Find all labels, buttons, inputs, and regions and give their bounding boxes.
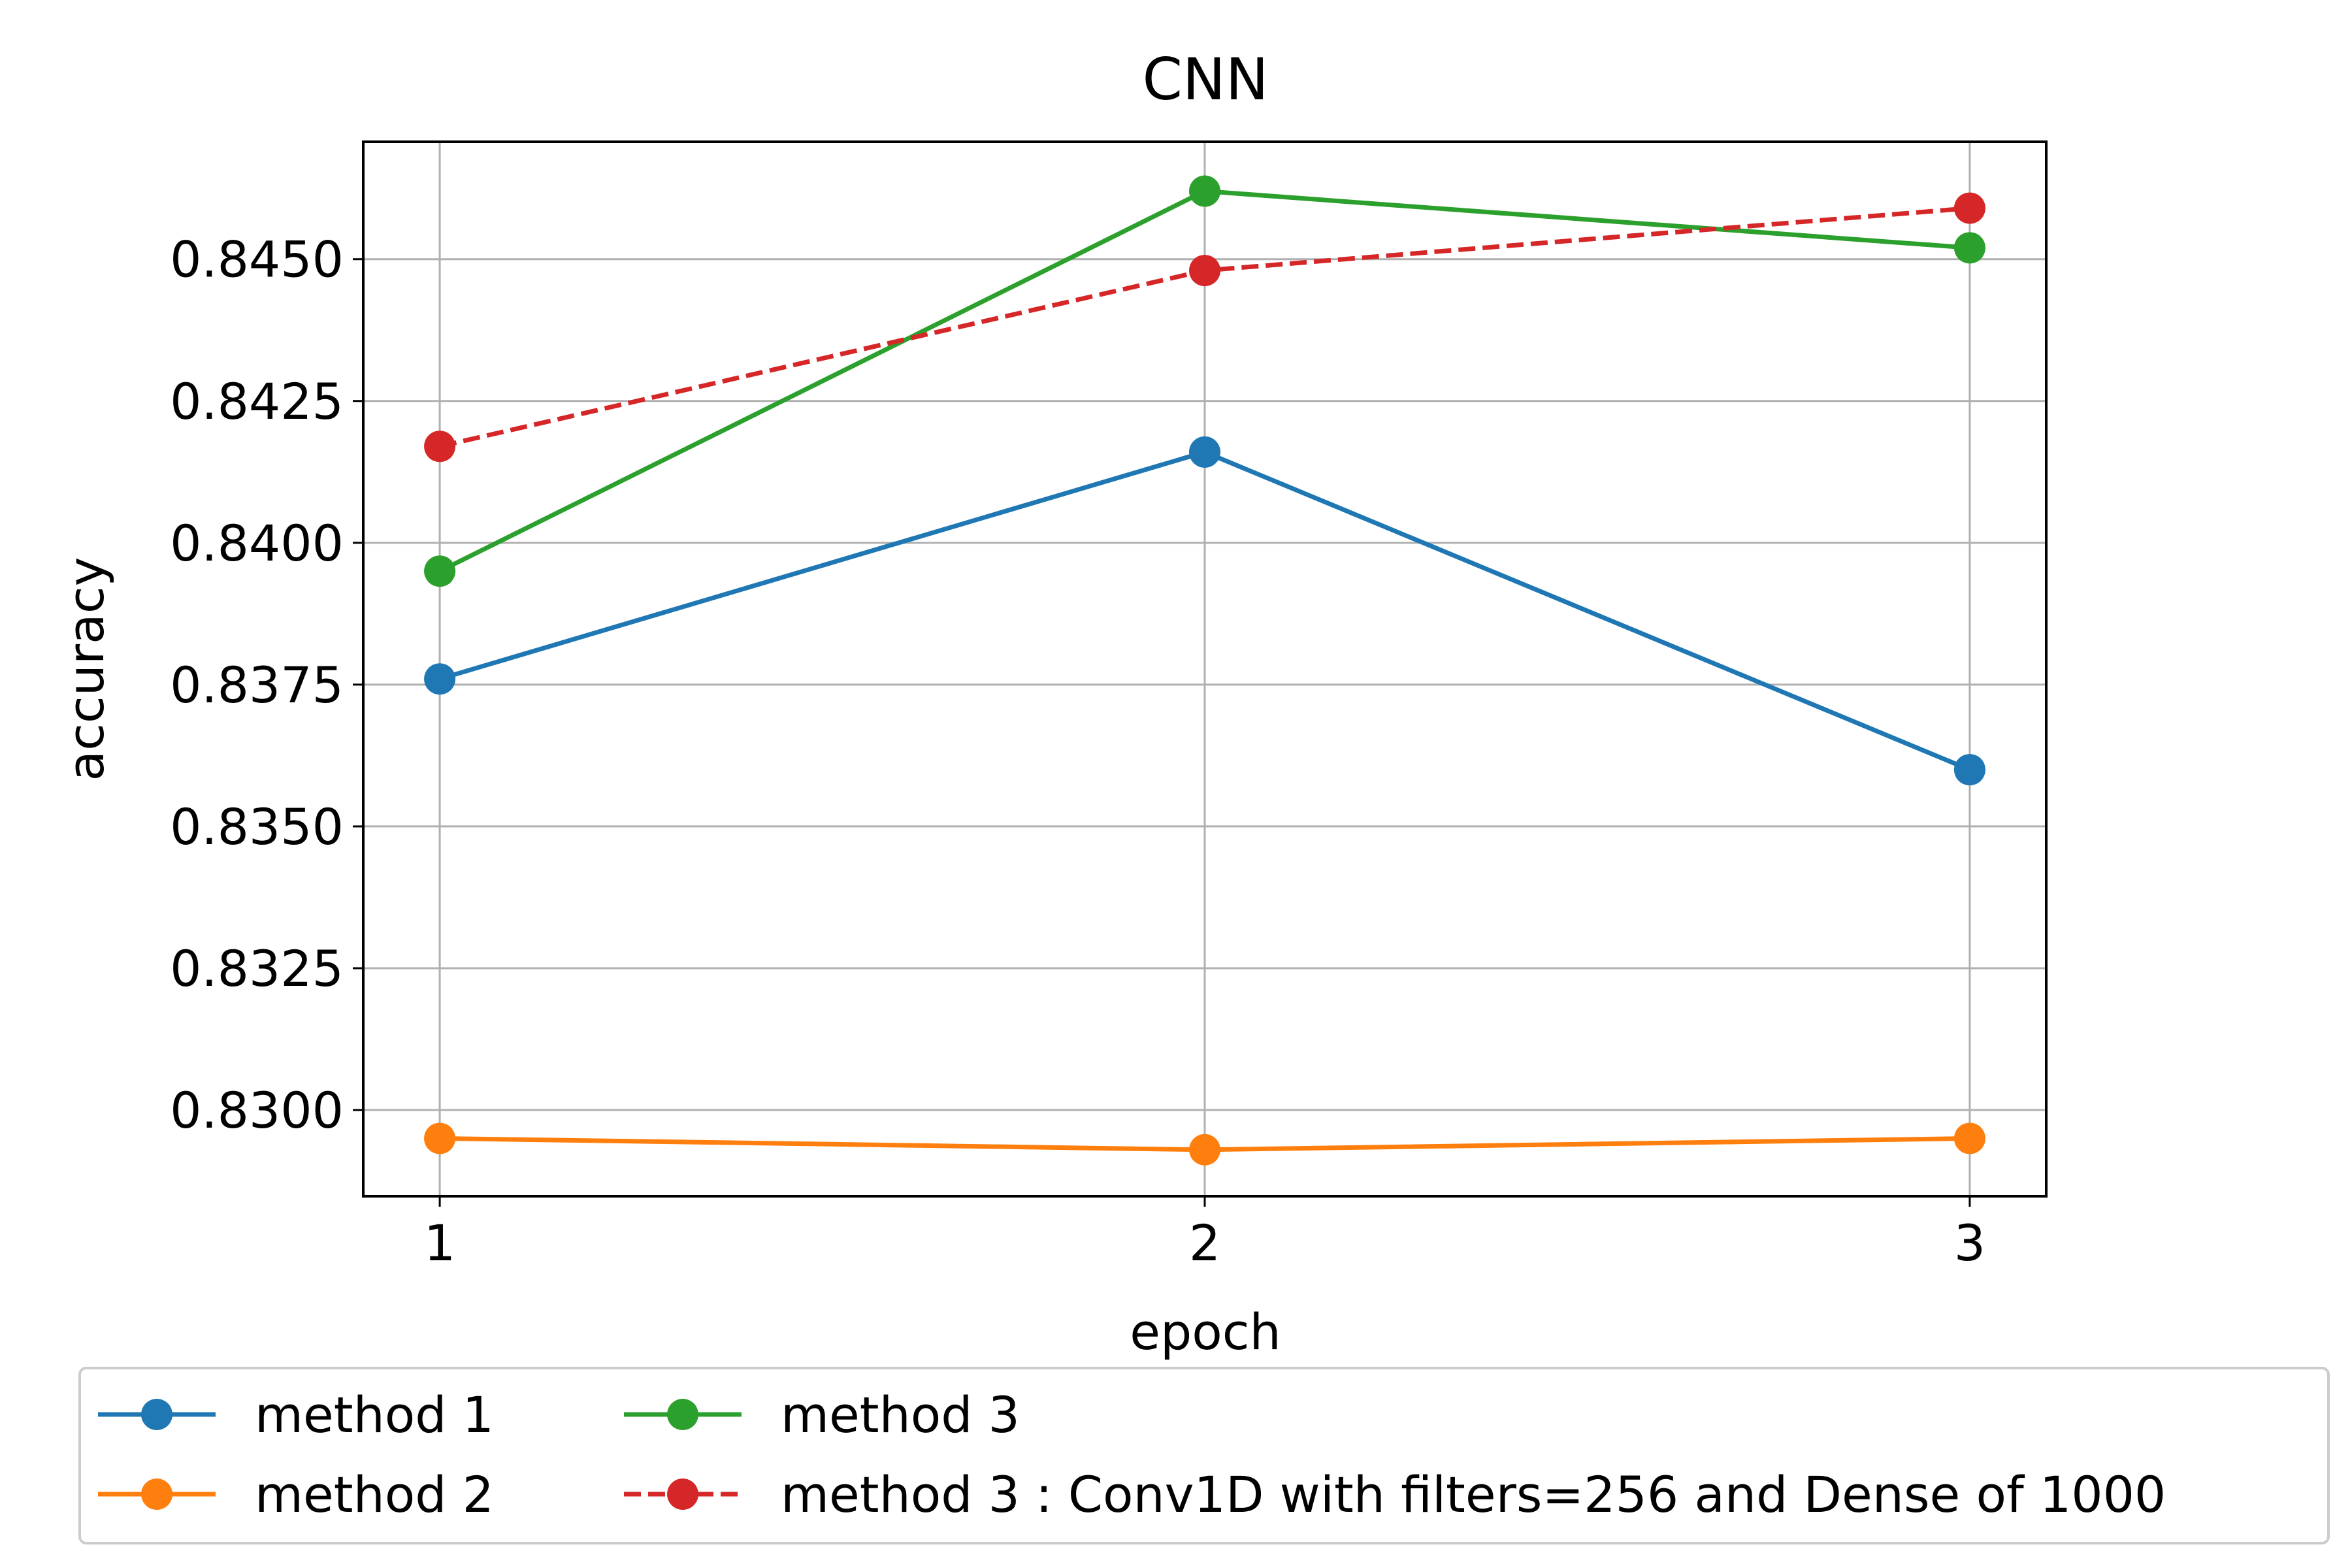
legend-label: method 3 bbox=[781, 1386, 1020, 1444]
legend-swatch-marker bbox=[667, 1478, 698, 1510]
data-point bbox=[1953, 192, 1985, 224]
x-axis-label: epoch bbox=[1130, 1303, 1281, 1361]
y-tick-label: 0.8450 bbox=[170, 231, 344, 289]
series-layer bbox=[424, 175, 1985, 1166]
tick-layer: 1 2 3 0.8300 0.8325 0.8350 0.8375 0.8400 0.8425 0… bbox=[170, 231, 1985, 1272]
x-tick-label: 3 bbox=[1954, 1214, 1985, 1272]
y-tick-label: 0.8375 bbox=[170, 656, 344, 714]
legend-entry: method 2 bbox=[98, 1465, 494, 1524]
y-tick-label: 0.8350 bbox=[170, 798, 344, 856]
series-1 bbox=[424, 436, 1985, 786]
grid-layer bbox=[363, 142, 2046, 1196]
y-tick-label: 0.8325 bbox=[170, 939, 344, 998]
legend-swatch-marker bbox=[667, 1399, 698, 1430]
data-point bbox=[424, 1122, 456, 1154]
legend-swatch-marker bbox=[141, 1478, 172, 1510]
data-point bbox=[1953, 1122, 1985, 1154]
data-point bbox=[1189, 1134, 1220, 1166]
series-4 bbox=[424, 192, 1985, 463]
data-point bbox=[1189, 175, 1220, 207]
legend-label: method 2 bbox=[255, 1465, 494, 1524]
legend-label: method 1 bbox=[255, 1386, 494, 1444]
legend-frame bbox=[78, 1367, 2330, 1544]
x-tick-label: 2 bbox=[1189, 1214, 1220, 1272]
y-tick-label: 0.8400 bbox=[170, 514, 344, 572]
y-axis-label: accuracy bbox=[57, 557, 115, 781]
x-tick-label: 1 bbox=[424, 1214, 455, 1272]
legend-entries: method 1 method 2 method 3 method 3 : Conv1… bbox=[98, 1386, 2166, 1524]
data-point bbox=[1953, 754, 1985, 786]
data-point bbox=[424, 555, 456, 587]
legend-entry: method 3 bbox=[624, 1386, 1020, 1444]
series-2 bbox=[424, 1122, 1985, 1166]
y-tick-label: 0.8300 bbox=[170, 1081, 344, 1139]
y-tick-label: 0.8425 bbox=[170, 372, 344, 431]
legend-swatch-marker bbox=[141, 1399, 172, 1430]
legend-entry: method 1 bbox=[98, 1386, 494, 1444]
data-point bbox=[1189, 255, 1220, 287]
data-point bbox=[1189, 436, 1220, 468]
data-point bbox=[424, 663, 456, 695]
data-point bbox=[424, 431, 456, 463]
legend-label: method 3 : Conv1D with filters=256 and D… bbox=[781, 1465, 2166, 1524]
chart-title: CNN bbox=[1142, 46, 1268, 113]
data-point bbox=[1953, 232, 1985, 264]
legend: method 1 method 2 method 3 method 3 : Conv1… bbox=[78, 1367, 2330, 1544]
legend-entry: method 3 : Conv1D with filters=256 and D… bbox=[624, 1465, 2166, 1524]
